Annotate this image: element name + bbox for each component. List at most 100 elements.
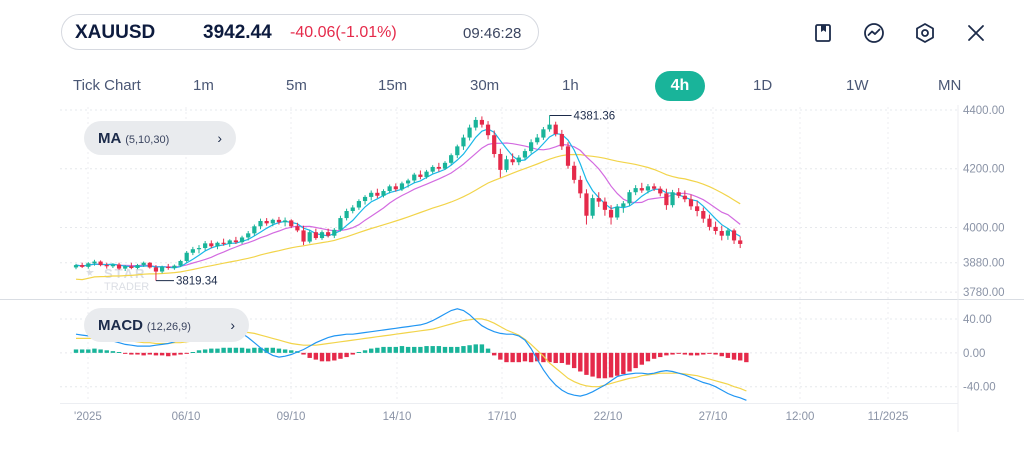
tab-1h[interactable]: 1h — [562, 77, 579, 94]
settings-icon[interactable] — [914, 22, 936, 44]
candle-body — [436, 166, 441, 169]
macd-bar — [522, 352, 528, 362]
candle-body — [283, 220, 288, 223]
candle-body — [547, 124, 552, 130]
macd-bar — [688, 352, 694, 356]
macd-bar — [504, 352, 509, 363]
macd-bar — [670, 352, 675, 355]
price-change: -40.06(-1.01%) — [290, 24, 397, 41]
high-price-label: 4381.36 — [574, 111, 616, 123]
candle-body — [713, 226, 718, 232]
macd-bar — [159, 352, 165, 356]
candlesticks — [73, 115, 743, 281]
candle-body — [338, 218, 343, 230]
macd-bar — [418, 346, 423, 353]
chart-annotations: 4381.36 3819.34 — [155, 111, 616, 288]
macd-bar — [584, 352, 589, 375]
candle-body — [608, 209, 614, 218]
current-price: 3942.44 — [203, 22, 272, 43]
ma-indicator-pill[interactable]: MA (5,10,30) › — [84, 121, 236, 155]
macd-bar — [651, 352, 657, 359]
macd-indicator-pill[interactable]: MACD (12,26,9) › — [84, 308, 249, 342]
symbol-info-bar[interactable] — [61, 14, 539, 50]
candle-body — [399, 183, 405, 190]
candle-body — [565, 146, 571, 166]
candle-body — [326, 232, 331, 236]
candle-body — [153, 267, 159, 272]
candle-body — [276, 219, 282, 223]
macd-bar — [221, 347, 226, 353]
time-tick-label: 14/10 — [383, 411, 412, 423]
candle-body — [160, 266, 165, 272]
macd-bar — [319, 352, 325, 362]
candle-body — [110, 264, 115, 267]
candle-body — [344, 211, 349, 219]
symbol-name[interactable]: XAUUSD — [75, 22, 156, 43]
candle-body — [639, 188, 644, 191]
candle-body — [535, 137, 540, 143]
watermark-brand: STAR — [104, 266, 146, 281]
macd-bar — [719, 352, 724, 357]
macd-bar — [707, 352, 712, 354]
tab-5m[interactable]: 5m — [286, 77, 307, 94]
candle-body — [522, 151, 528, 158]
tab-4h[interactable]: 4h — [655, 71, 705, 101]
candle-body — [393, 186, 398, 190]
candle-body — [184, 252, 189, 261]
tab-30m[interactable]: 30m — [470, 77, 500, 94]
candle-body — [172, 265, 177, 269]
macd-bar — [135, 352, 140, 355]
macd-bar — [498, 352, 503, 360]
trend-icon[interactable] — [863, 22, 885, 44]
candle-body — [504, 159, 509, 170]
macd-bar — [535, 352, 540, 362]
macd-bar — [270, 347, 275, 353]
macd-bar — [129, 352, 134, 355]
macd-bar — [615, 352, 620, 376]
macd-bar — [627, 352, 632, 372]
macd-bar — [166, 352, 171, 357]
macd-bar — [602, 352, 608, 379]
candle-body — [239, 237, 245, 243]
macd-bar — [694, 352, 700, 356]
macd-bar — [436, 346, 442, 353]
macd-bar — [479, 344, 485, 353]
macd-bar — [621, 352, 626, 375]
macd-bar — [578, 352, 583, 372]
macd-bar — [79, 349, 85, 353]
ma30-line — [75, 153, 741, 281]
ma10-line — [75, 142, 741, 268]
ma-label: MA — [98, 130, 122, 147]
candle-body — [209, 243, 214, 247]
macd-bar — [516, 352, 521, 363]
tab-15m[interactable]: 15m — [378, 77, 408, 94]
tab-tick-chart[interactable]: Tick Chart — [73, 77, 141, 94]
tab-1w[interactable]: 1W — [846, 77, 869, 94]
candle-body — [688, 199, 694, 207]
macd-bar — [153, 352, 159, 356]
macd-bar — [547, 352, 552, 363]
candle-body — [116, 264, 122, 269]
macd-bar — [141, 352, 146, 356]
candle-body — [221, 242, 226, 244]
candle-body — [510, 159, 515, 163]
macd-bar — [227, 347, 232, 353]
candle-body — [313, 232, 318, 239]
macd-bar — [92, 348, 97, 353]
tab-mn[interactable]: MN — [938, 77, 962, 94]
candle-body — [129, 266, 134, 269]
candle-body — [86, 263, 91, 267]
macd-bar — [424, 346, 429, 353]
bookmark-icon[interactable] — [812, 22, 834, 44]
candle-body — [369, 192, 374, 197]
tab-1d[interactable]: 1D — [753, 77, 773, 94]
candle-body — [233, 240, 238, 243]
macd-bar — [184, 352, 189, 354]
macd-bar — [276, 348, 282, 353]
candle-body — [738, 240, 743, 244]
macd-label: MACD — [98, 317, 143, 334]
macd-bar — [399, 346, 405, 353]
tab-1m[interactable]: 1m — [193, 77, 214, 94]
close-icon[interactable] — [965, 22, 987, 44]
